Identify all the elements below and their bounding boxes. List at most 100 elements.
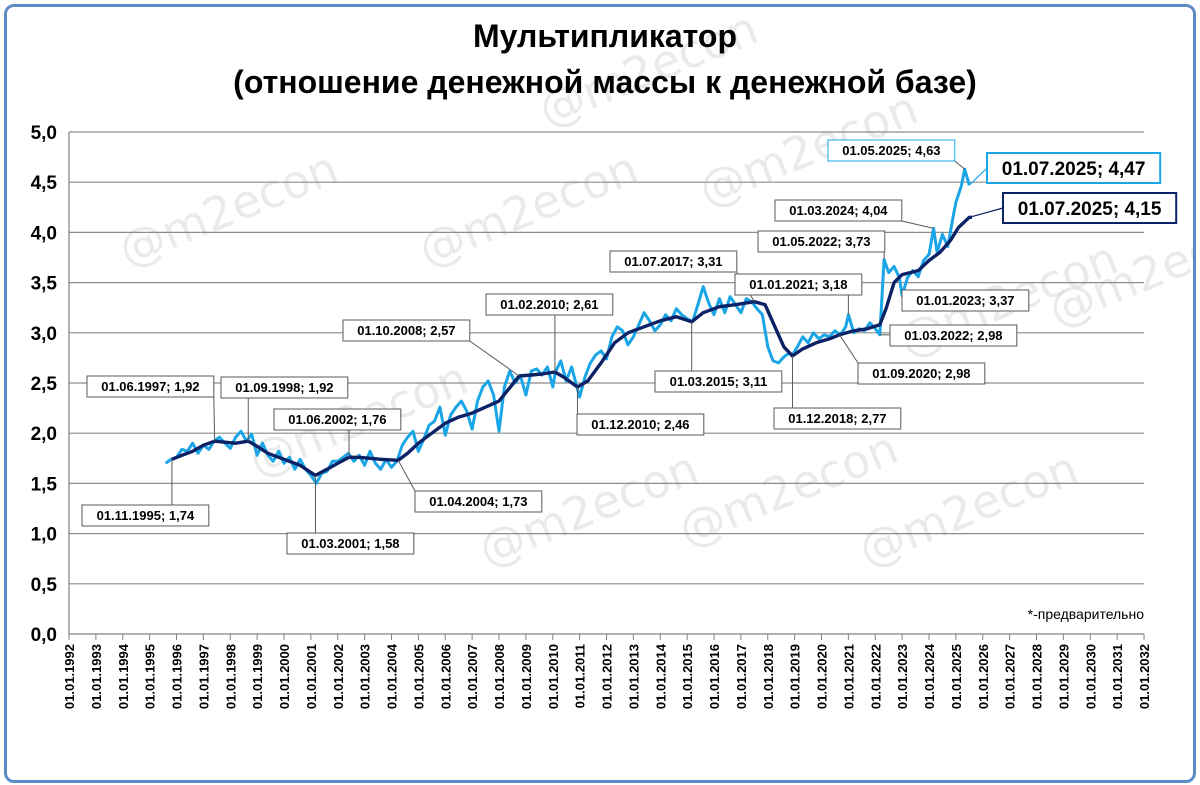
- y-tick-label: 1,0: [31, 525, 57, 546]
- x-tick-label: 01.01.1996: [170, 644, 185, 709]
- y-tick-label: 2,5: [31, 374, 58, 395]
- annotation-box: [273, 408, 402, 431]
- x-tick-label: 01.01.2020: [815, 644, 830, 709]
- footnote: *-предварительно: [1028, 606, 1145, 622]
- annotation-box: [485, 293, 614, 316]
- x-tick-label: 01.01.2028: [1030, 644, 1045, 709]
- x-tick-label: 01.01.2009: [519, 644, 534, 709]
- annotation-box: [81, 504, 210, 527]
- annotation-box: [857, 362, 986, 385]
- x-tick-label: 01.01.2006: [438, 644, 453, 709]
- annotation-box: [1002, 192, 1178, 224]
- x-tick-label: 01.01.2005: [411, 644, 426, 709]
- x-tick-label: 01.01.2018: [761, 644, 776, 709]
- x-tick-label: 01.01.2032: [1137, 644, 1152, 709]
- x-tick-label: 01.01.2010: [546, 644, 561, 709]
- y-tick-label: 4,0: [31, 223, 57, 244]
- x-tick-label: 01.01.2023: [895, 644, 910, 709]
- x-tick-label: 01.01.2015: [680, 644, 695, 709]
- x-tick-label: 01.01.2003: [358, 644, 373, 709]
- series-lines: [164, 167, 972, 485]
- chart-title-line2: (отношение денежной массы к денежной баз…: [233, 64, 977, 100]
- annotation-box: [654, 370, 783, 393]
- annotation-box: [757, 230, 886, 253]
- x-tick-label: 01.01.2021: [841, 644, 856, 709]
- annotation-label: 01.07.2025; 4,47: [1002, 159, 1146, 180]
- annotation-label: 01.09.2020; 2,98: [872, 366, 970, 381]
- annotation-label: 01.12.2010; 2,46: [591, 417, 689, 432]
- annotation-leader: [954, 160, 966, 170]
- annotation-box: [342, 319, 471, 342]
- y-tick-label: 1,5: [31, 474, 58, 495]
- x-tick-label: 01.01.2019: [788, 644, 803, 709]
- annotation-label: 01.03.2024; 4,04: [789, 203, 888, 218]
- y-tick-label: 0,0: [31, 625, 57, 646]
- annotation-label: 01.01.2021; 3,18: [749, 277, 847, 292]
- annotation-label: 01.01.2023; 3,37: [916, 293, 1014, 308]
- x-tick-label: 01.01.1992: [62, 644, 77, 709]
- annotation-box: [889, 324, 1018, 347]
- annotation-label: 01.02.2010; 2,61: [500, 297, 598, 312]
- annotation-box: [220, 376, 349, 399]
- y-tick-label: 2,0: [31, 424, 57, 445]
- y-tick-label: 0,5: [31, 575, 58, 596]
- x-axis-ticks: 01.01.1992 01.01.1993 01.01.1994 01.01.1995…: [62, 634, 1152, 709]
- x-tick-label: 01.01.1998: [223, 644, 238, 709]
- x-tick-label: 01.01.2000: [277, 644, 292, 709]
- x-tick-label: 01.01.2008: [492, 644, 507, 709]
- x-tick-label: 01.01.2001: [304, 644, 319, 709]
- x-tick-label: 01.01.2024: [922, 643, 937, 709]
- annotation-label: 01.03.2001; 1,58: [301, 536, 399, 551]
- y-tick-label: 4,5: [31, 173, 58, 194]
- annotation-box: [901, 289, 1030, 312]
- x-tick-label: 01.01.1993: [89, 644, 104, 709]
- x-tick-label: 01.01.2002: [331, 644, 346, 709]
- x-tick-label: 01.01.2013: [626, 644, 641, 709]
- annotation-box: [609, 250, 738, 273]
- x-tick-label: 01.01.2011: [573, 644, 588, 708]
- annotation-label: 01.07.2017; 3,31: [624, 254, 722, 269]
- annotation-label: 01.03.2015; 3,11: [670, 374, 768, 389]
- chart-svg: @m2econ@m2econ@m2econ@m2econ @m2econ@m2ec…: [31, 7, 1193, 709]
- annotation-label: 01.06.1997; 1,92: [101, 379, 199, 394]
- y-axis-ticks: 0,0 0,5 1,0 1,5 2,0 2,5 3,0 3,5 4,0 4,5 5,0: [31, 123, 58, 646]
- x-tick-label: 01.01.2026: [976, 644, 991, 709]
- annotation-box: [286, 532, 415, 555]
- annotation-label: 01.09.1998; 1,92: [235, 380, 333, 395]
- x-tick-label: 01.01.1999: [250, 644, 265, 709]
- annotation-box: [986, 152, 1162, 184]
- y-tick-label: 5,0: [31, 123, 57, 144]
- watermark-text: @m2econ: [111, 141, 345, 278]
- annotation-box: [734, 273, 863, 296]
- annotation-label: 01.03.2022; 2,98: [904, 328, 1002, 343]
- annotation-leader: [839, 334, 859, 364]
- annotation-label: 01.11.1995; 1,74: [97, 508, 195, 523]
- x-tick-label: 01.01.2017: [734, 644, 749, 709]
- chart-frame: @m2econ @m2econ @m2econ @m2econ @m2econ @m2ec…: [4, 4, 1196, 783]
- annotation-label: 01.05.2022; 3,73: [772, 234, 870, 249]
- annotation-leader: [213, 396, 216, 442]
- x-tick-label: 01.01.2031: [1110, 644, 1125, 709]
- annotation-box: [576, 413, 705, 436]
- annotation-leader: [901, 220, 934, 229]
- x-tick-label: 01.01.2012: [600, 644, 615, 709]
- annotation-box: [414, 490, 543, 513]
- series-line-smoothed: [171, 215, 972, 478]
- annotation-box: [774, 199, 903, 222]
- annotation-leader: [469, 340, 520, 377]
- x-tick-label: 01.01.2025: [949, 644, 964, 709]
- annotation-box: [86, 375, 215, 398]
- x-tick-label: 01.01.1994: [116, 643, 131, 709]
- y-tick-label: 3,5: [31, 274, 58, 295]
- annotations: 01.11.1995; 1,74 01.06.1997; 1,92 01.09.19…: [81, 139, 1178, 555]
- x-tick-label: 01.01.1995: [143, 644, 158, 709]
- x-tick-label: 01.01.2029: [1056, 644, 1071, 709]
- annotation-box: [827, 139, 956, 162]
- x-tick-label: 01.01.1997: [196, 644, 211, 709]
- x-tick-label: 01.01.2022: [868, 644, 883, 709]
- annotation-leader: [969, 207, 1004, 218]
- annotation-label: 01.12.2018; 2,77: [788, 411, 886, 426]
- annotation-label: 01.06.2002; 1,76: [288, 412, 386, 427]
- annotation-leader: [397, 460, 416, 492]
- annotation-box: [773, 407, 902, 430]
